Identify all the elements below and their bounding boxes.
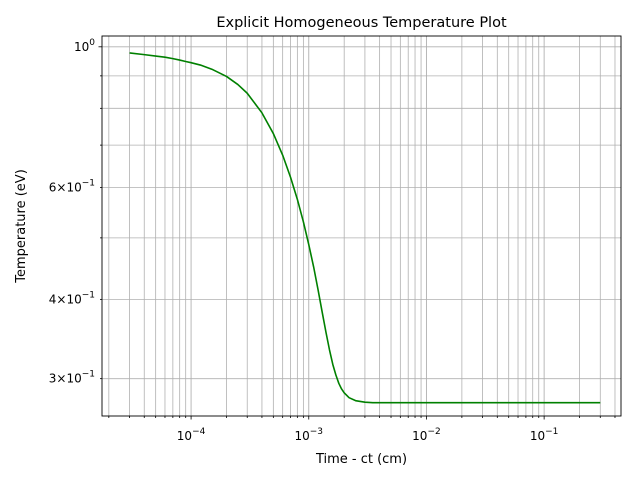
y-tick-label: 100 bbox=[74, 38, 95, 54]
plot-frame bbox=[101, 35, 622, 417]
minor-grid bbox=[102, 36, 621, 416]
x-axis-label: Time - ct (cm) bbox=[315, 452, 407, 467]
chart-title: Explicit Homogeneous Temperature Plot bbox=[216, 15, 507, 31]
y-tick-label: 6×10−1 bbox=[49, 179, 95, 195]
y-tick-label: 3×10−1 bbox=[49, 370, 95, 386]
x-tick-label: 10−4 bbox=[177, 427, 206, 443]
x-tick-label: 10−1 bbox=[530, 427, 559, 443]
x-tick-label: 10−3 bbox=[294, 427, 323, 443]
series-line-0 bbox=[129, 52, 601, 404]
x-tick-label: 10−2 bbox=[412, 427, 441, 443]
major-grid bbox=[102, 36, 621, 416]
tick-layer: 10−4 10−3 10−2 10−1 100 6×10−1 4×10−1 3×10−1 bbox=[49, 38, 616, 443]
y-axis-label: Temperature (eV) bbox=[14, 169, 29, 284]
series-layer bbox=[129, 52, 601, 404]
y-tick-label: 4×10−1 bbox=[49, 290, 95, 306]
